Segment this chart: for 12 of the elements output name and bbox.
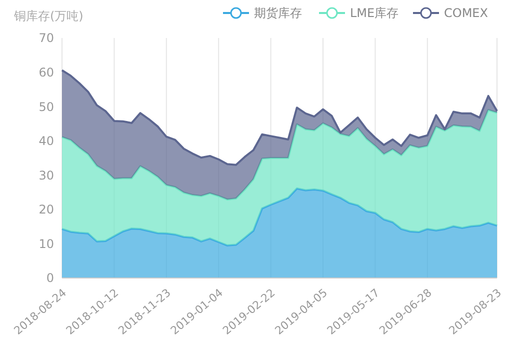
legend-label: 期货库存	[254, 6, 302, 20]
y-tick-label: 30	[38, 168, 54, 182]
legend-label: LME库存	[350, 6, 399, 20]
y-tick-label: 60	[38, 65, 54, 80]
y-tick-label: 50	[38, 100, 54, 114]
y-axis-title: 铜库存(万吨)	[13, 9, 84, 23]
y-tick-label: 0	[46, 271, 54, 286]
y-tick-label: 40	[38, 134, 54, 148]
legend-label: COMEX	[444, 6, 488, 20]
y-tick-label: 70	[38, 31, 54, 46]
y-tick-label: 20	[38, 202, 54, 217]
y-tick-label: 10	[38, 236, 54, 251]
